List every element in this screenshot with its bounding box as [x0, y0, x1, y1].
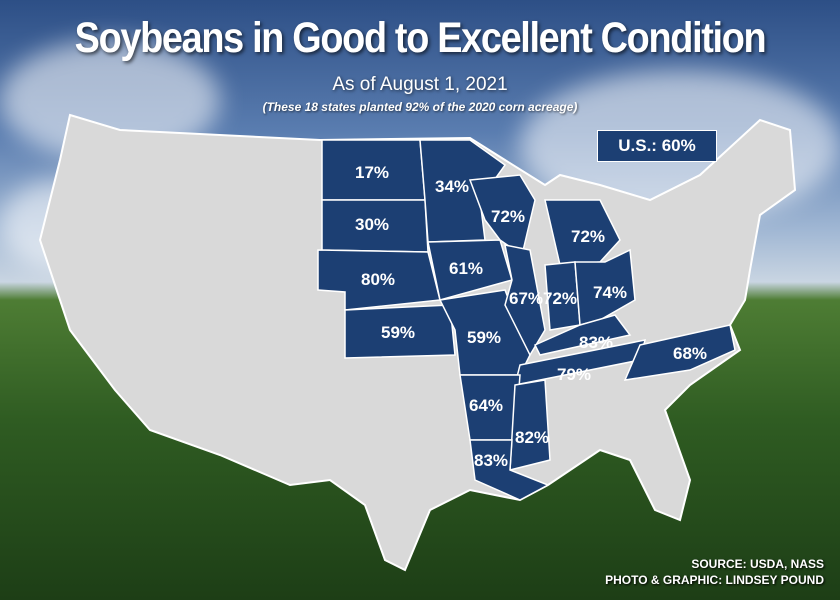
state-value-label: 67%: [509, 289, 543, 308]
state-value-label: 59%: [381, 323, 415, 342]
state-value-label: 83%: [579, 333, 613, 352]
state-louisiana: [469, 439, 550, 501]
state-mississippi: [509, 379, 551, 471]
credit: PHOTO & GRAPHIC: LINDSEY POUND: [605, 573, 824, 587]
us-total-badge: U.S.: 60%: [597, 130, 717, 162]
page-title: Soybeans in Good to Excellent Condition: [74, 14, 767, 62]
state-value-label: 72%: [571, 227, 605, 246]
state-value-label: 82%: [515, 428, 549, 447]
source: SOURCE: USDA, NASS: [691, 557, 824, 571]
state-kansas: [344, 304, 456, 359]
source-credit: SOURCE: USDA, NASS PHOTO & GRAPHIC: LIND…: [605, 556, 824, 588]
state-value-label: 34%: [435, 177, 469, 196]
state-kentucky: [533, 314, 632, 356]
state-value-label: 80%: [361, 270, 395, 289]
state-michigan: [544, 199, 621, 266]
state-value-label: 64%: [469, 396, 503, 415]
note: (These 18 states planted 92% of the 2020…: [262, 100, 578, 114]
state-value-label: 72%: [491, 207, 525, 226]
state-value-label: 68%: [673, 344, 707, 363]
state-value-label: 79%: [557, 365, 591, 384]
state-value-label: 30%: [355, 215, 389, 234]
state-value-label: 74%: [593, 283, 627, 302]
state-value-label: 59%: [467, 328, 501, 347]
state-value-label: 17%: [355, 163, 389, 182]
state-value-label: 72%: [543, 289, 577, 308]
state-value-label: 83%: [474, 451, 508, 470]
state-value-label: 61%: [449, 259, 483, 278]
state-north-carolina: [623, 324, 736, 381]
subtitle: As of August 1, 2021: [332, 74, 508, 95]
state-illinois: [504, 244, 546, 357]
state-minnesota: [419, 139, 507, 243]
